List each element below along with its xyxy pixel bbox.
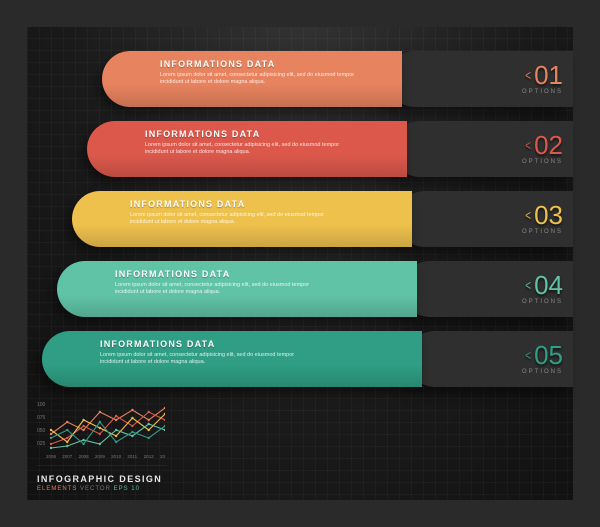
row-pill: INFORMATIONS DATA Lorem ipsum dolor sit a… <box>72 191 412 247</box>
row-pill: INFORMATIONS DATA Lorem ipsum dolor sit a… <box>42 331 422 387</box>
chevron-left-icon: < <box>525 349 531 362</box>
option-row-3: INFORMATIONS DATA Lorem ipsum dolor sit a… <box>27 187 573 257</box>
row-number-wrap: <05OPTIONS <box>522 331 563 387</box>
footer: INFOGRAPHIC DESIGN ELEMENTS VECTOR EPS 1… <box>37 474 162 492</box>
footer-sub-b: VECTOR <box>80 486 111 492</box>
option-row-4: INFORMATIONS DATA Lorem ipsum dolor sit a… <box>27 257 573 327</box>
row-options-label: OPTIONS <box>522 299 563 305</box>
row-title: INFORMATIONS DATA <box>130 199 398 209</box>
footer-sub-c: EPS 10 <box>114 486 140 492</box>
infographic-frame: INFORMATIONS DATA Lorem ipsum dolor sit a… <box>27 27 573 500</box>
svg-text:025: 025 <box>37 441 46 447</box>
footer-sub: ELEMENTS VECTOR EPS 10 <box>37 486 162 492</box>
row-number: <02 <box>524 133 563 158</box>
row-number-wrap: <03OPTIONS <box>522 191 563 247</box>
row-subtext: Lorem ipsum dolor sit amet, consectetur … <box>115 282 320 297</box>
row-subtext: Lorem ipsum dolor sit amet, consectetur … <box>160 72 365 87</box>
row-number: <01 <box>524 63 563 88</box>
svg-text:050: 050 <box>37 428 46 434</box>
option-rows: INFORMATIONS DATA Lorem ipsum dolor sit a… <box>27 47 573 397</box>
svg-text:2008: 2008 <box>79 454 90 459</box>
row-subtext: Lorem ipsum dolor sit amet, consectetur … <box>130 212 335 227</box>
chevron-left-icon: < <box>525 69 531 82</box>
option-row-2: INFORMATIONS DATA Lorem ipsum dolor sit a… <box>27 117 573 187</box>
chevron-left-icon: < <box>525 139 531 152</box>
row-number-wrap: <02OPTIONS <box>522 121 563 177</box>
svg-text:2006: 2006 <box>46 454 57 459</box>
svg-text:2010: 2010 <box>111 454 122 459</box>
row-pill: INFORMATIONS DATA Lorem ipsum dolor sit a… <box>57 261 417 317</box>
mini-line-chart: 100 075 050 025 2006 2007 2008 2009 2010 2011 2012… <box>37 400 167 460</box>
row-title: INFORMATIONS DATA <box>115 269 403 279</box>
row-options-label: OPTIONS <box>522 159 563 165</box>
option-row-1: INFORMATIONS DATA Lorem ipsum dolor sit a… <box>27 47 573 117</box>
row-subtext: Lorem ipsum dolor sit amet, consectetur … <box>145 142 350 157</box>
row-title: INFORMATIONS DATA <box>145 129 393 139</box>
row-pill: INFORMATIONS DATA Lorem ipsum dolor sit a… <box>87 121 407 177</box>
svg-text:075: 075 <box>37 415 46 421</box>
row-number: <05 <box>524 343 563 368</box>
chevron-left-icon: < <box>525 209 531 222</box>
svg-text:100: 100 <box>37 402 46 408</box>
row-options-label: OPTIONS <box>522 229 563 235</box>
row-number: <03 <box>524 203 563 228</box>
footer-rule <box>37 465 167 466</box>
option-row-5: INFORMATIONS DATA Lorem ipsum dolor sit a… <box>27 327 573 397</box>
svg-text:2013: 2013 <box>160 454 165 459</box>
row-title: INFORMATIONS DATA <box>100 339 408 349</box>
svg-text:2012: 2012 <box>144 454 155 459</box>
chevron-left-icon: < <box>525 279 531 292</box>
row-options-label: OPTIONS <box>522 369 563 375</box>
row-pill: INFORMATIONS DATA Lorem ipsum dolor sit a… <box>102 51 402 107</box>
footer-sub-a: ELEMENTS <box>37 486 77 492</box>
row-options-label: OPTIONS <box>522 89 563 95</box>
row-number-wrap: <04OPTIONS <box>522 261 563 317</box>
svg-text:2009: 2009 <box>95 454 106 459</box>
row-number: <04 <box>524 273 563 298</box>
svg-text:2011: 2011 <box>127 454 137 459</box>
row-subtext: Lorem ipsum dolor sit amet, consectetur … <box>100 352 305 367</box>
row-number-wrap: <01OPTIONS <box>522 51 563 107</box>
row-title: INFORMATIONS DATA <box>160 59 388 69</box>
footer-title: INFOGRAPHIC DESIGN <box>37 474 162 484</box>
svg-text:2007: 2007 <box>62 454 73 459</box>
